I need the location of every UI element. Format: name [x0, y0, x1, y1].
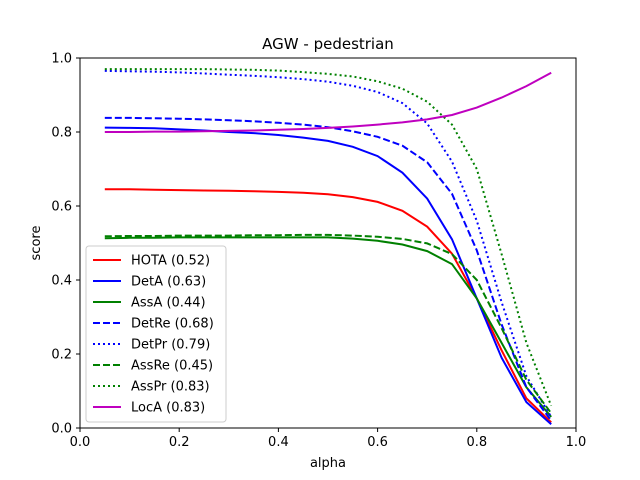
series-line-5 — [104, 233, 553, 414]
x-tick-label: 0.2 — [169, 435, 190, 450]
legend: HOTA (0.52) DetA (0.63) AssA (0.44) DetRe (… — [85, 245, 227, 423]
x-tick-label: 0.0 — [70, 435, 91, 450]
x-tick-label: 0.4 — [268, 435, 289, 450]
x-tick-label: 0.8 — [466, 435, 487, 450]
legend-label: DetRe (0.68) — [131, 317, 214, 332]
y-tick-label: 0.6 — [51, 200, 72, 215]
series-line-2 — [104, 236, 552, 418]
legend-box — [85, 245, 227, 423]
legend-label: LocA (0.83) — [131, 401, 205, 416]
series-line-7 — [104, 71, 552, 133]
legend-label: AssA (0.44) — [131, 296, 206, 311]
legend-label: HOTA (0.52) — [131, 254, 210, 269]
x-tick-label: 1.0 — [566, 435, 587, 450]
y-tick-label: 1.0 — [51, 52, 72, 67]
legend-label: DetA (0.63) — [131, 275, 206, 290]
plot-frame — [79, 57, 577, 429]
y-tick-label: 0.8 — [51, 126, 72, 141]
x-tick-label: 0.6 — [367, 435, 388, 450]
y-tick-label: 0.4 — [51, 274, 72, 289]
series-layer — [104, 68, 553, 426]
x-axis-label: alpha — [310, 456, 346, 471]
y-axis-label: score — [29, 226, 44, 261]
x-axis: 0.0 0.2 0.4 0.6 0.8 1.0 — [70, 428, 587, 450]
y-tick-label: 0.0 — [51, 422, 72, 437]
legend-label: AssPr (0.83) — [131, 380, 210, 395]
legend-label: DetPr (0.79) — [131, 338, 210, 353]
chart-title: AGW - pedestrian — [262, 35, 394, 53]
y-axis: 0.0 0.2 0.4 0.6 0.8 1.0 — [51, 52, 80, 437]
y-tick-label: 0.2 — [51, 348, 72, 363]
legend-label: AssRe (0.45) — [131, 359, 213, 374]
